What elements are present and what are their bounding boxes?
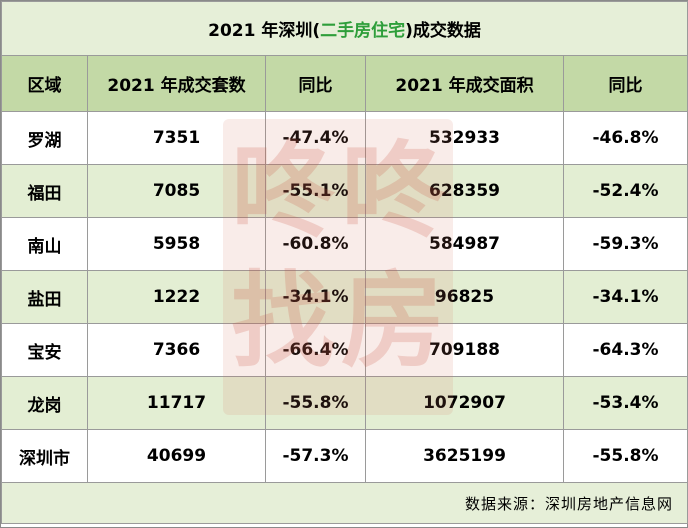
area-yoy-cell: -52.4% (562, 164, 688, 218)
area-cell: 3625199 (365, 429, 564, 483)
area-yoy-cell: -46.8% (562, 111, 688, 165)
header-row: 区域 2021 年成交套数 同比 2021 年成交面积 同比 (1, 55, 688, 112)
source-row: 数据来源：深圳房地产信息网 (0, 482, 688, 524)
header-units: 2021 年成交套数 (87, 55, 266, 112)
table-row: 宝安 7366 -66.4% 709188 -64.3% (1, 323, 688, 377)
district-cell: 福田 (1, 164, 88, 218)
units-yoy-cell: -47.4% (265, 111, 366, 165)
area-cell: 96825 (365, 270, 564, 324)
district-cell: 罗湖 (1, 111, 88, 165)
header-district: 区域 (1, 55, 88, 112)
table-row-total: 深圳市 40699 -57.3% 3625199 -55.8% (1, 429, 688, 483)
table-row: 罗湖 7351 -47.4% 532933 -46.8% (1, 111, 688, 165)
table-title-row: 2021 年深圳(二手房住宅)成交数据 (0, 1, 688, 56)
units-cell: 7085 (87, 164, 266, 218)
area-yoy-cell: -64.3% (562, 323, 688, 377)
units-cell: 5958 (87, 217, 266, 271)
header-area-yoy: 同比 (562, 55, 688, 112)
area-yoy-cell: -59.3% (562, 217, 688, 271)
district-cell: 南山 (1, 217, 88, 271)
area-cell: 532933 (365, 111, 564, 165)
units-yoy-cell: -60.8% (265, 217, 366, 271)
units-cell: 11717 (87, 376, 266, 430)
header-area: 2021 年成交面积 (365, 55, 564, 112)
area-cell: 709188 (365, 323, 564, 377)
table-title: 2021 年深圳(二手房住宅)成交数据 (0, 1, 688, 56)
units-cell: 7366 (87, 323, 266, 377)
units-yoy-cell: -34.1% (265, 270, 366, 324)
area-cell: 584987 (365, 217, 564, 271)
area-yoy-cell: -55.8% (562, 429, 688, 483)
district-cell: 盐田 (1, 270, 88, 324)
district-cell: 龙岗 (1, 376, 88, 430)
units-cell: 1222 (87, 270, 266, 324)
title-highlight: 二手房住宅 (320, 21, 406, 41)
title-prefix: 2021 年深圳( (208, 21, 321, 41)
area-cell: 628359 (365, 164, 564, 218)
source-note: 数据来源：深圳房地产信息网 (0, 482, 688, 524)
units-yoy-cell: -55.8% (265, 376, 366, 430)
district-cell: 深圳市 (1, 429, 88, 483)
table-row: 盐田 1222 -34.1% 96825 -34.1% (1, 270, 688, 324)
units-cell: 7351 (87, 111, 266, 165)
units-cell: 40699 (87, 429, 266, 483)
header-units-yoy: 同比 (265, 55, 366, 112)
area-yoy-cell: -34.1% (562, 270, 688, 324)
title-suffix: )成交数据 (405, 21, 481, 41)
table-row: 南山 5958 -60.8% 584987 -59.3% (1, 217, 688, 271)
units-yoy-cell: -55.1% (265, 164, 366, 218)
units-yoy-cell: -57.3% (265, 429, 366, 483)
area-yoy-cell: -53.4% (562, 376, 688, 430)
district-cell: 宝安 (1, 323, 88, 377)
units-yoy-cell: -66.4% (265, 323, 366, 377)
area-cell: 1072907 (365, 376, 564, 430)
table-row: 龙岗 11717 -55.8% 1072907 -53.4% (1, 376, 688, 430)
table-row: 福田 7085 -55.1% 628359 -52.4% (1, 164, 688, 218)
